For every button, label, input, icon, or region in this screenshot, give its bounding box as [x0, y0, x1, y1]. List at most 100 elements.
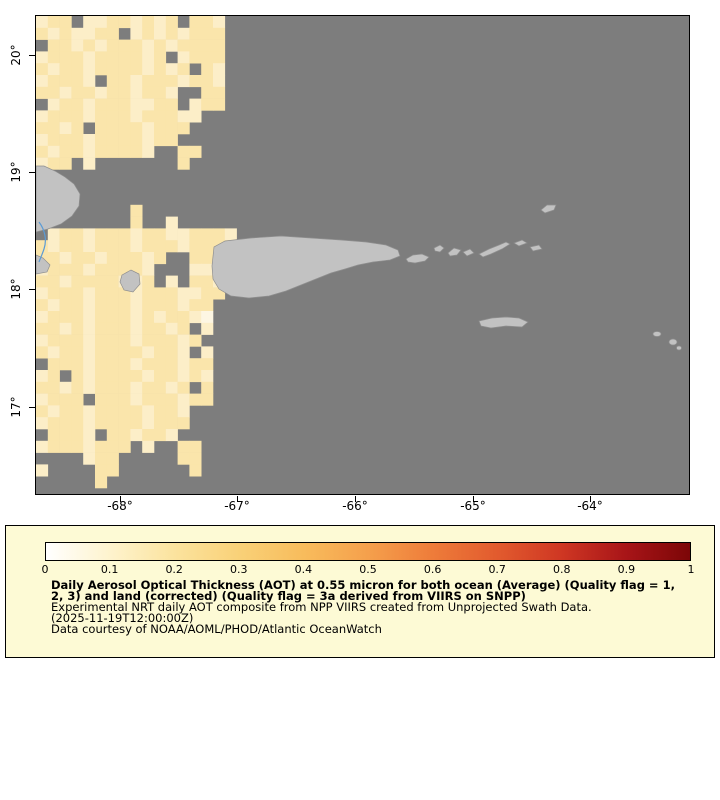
aot-cell	[165, 275, 178, 288]
aot-cell	[118, 440, 131, 453]
aot-cell	[189, 252, 202, 265]
lon-tick-mark	[236, 496, 238, 502]
aot-cell	[59, 122, 72, 135]
aot-cell	[106, 381, 119, 394]
aot-cell	[213, 98, 226, 111]
aot-cell	[59, 287, 72, 300]
small-cay	[529, 244, 543, 252]
aot-cell	[47, 287, 60, 300]
aot-cell	[59, 322, 72, 335]
aot-cell	[154, 299, 167, 312]
aot-cell	[142, 440, 155, 453]
aot-cell	[177, 228, 190, 241]
aot-cell	[177, 157, 190, 170]
aot-cell	[83, 39, 96, 52]
map-panel	[35, 15, 690, 495]
aot-cell	[59, 39, 72, 52]
aot-cell	[95, 405, 108, 418]
aot-cell	[142, 417, 155, 430]
aot-cell	[118, 75, 131, 88]
aot-cell	[154, 63, 167, 76]
aot-colorbar	[45, 542, 691, 561]
aot-cell	[142, 27, 155, 40]
aot-cell	[201, 381, 214, 394]
aot-cell	[154, 110, 167, 123]
aot-cell	[71, 358, 84, 371]
aot-cell	[118, 429, 131, 442]
aot-cell	[36, 51, 49, 64]
aot-cell	[165, 381, 178, 394]
aot-cell	[130, 204, 143, 217]
aot-cell	[95, 393, 108, 406]
aot-cell	[142, 252, 155, 265]
aot-cell	[154, 39, 167, 52]
aot-cell	[71, 252, 84, 265]
colorbar-tick-label: 0.8	[553, 563, 571, 576]
aot-cell	[154, 240, 167, 253]
aot-cell	[106, 417, 119, 430]
aot-cell	[47, 110, 60, 123]
aot-cell	[106, 464, 119, 477]
aot-cell	[59, 157, 72, 170]
aot-cell	[47, 134, 60, 147]
aot-cell	[142, 86, 155, 99]
aot-cell	[71, 145, 84, 158]
aot-cell	[154, 429, 167, 442]
aot-cell	[130, 299, 143, 312]
aot-cell	[95, 122, 108, 135]
aot-cell	[59, 346, 72, 359]
aot-cell	[83, 134, 96, 147]
aot-cell	[83, 417, 96, 430]
aot-cell	[118, 39, 131, 52]
colorbar-tick-label: 0.4	[294, 563, 313, 576]
aot-cell	[154, 287, 167, 300]
leeward-islet	[668, 338, 678, 346]
aot-cell	[36, 16, 49, 29]
aot-cell	[106, 16, 119, 29]
aot-cell	[189, 393, 202, 406]
aot-cell	[189, 110, 202, 123]
aot-cell	[59, 228, 72, 241]
aot-cell	[189, 440, 202, 453]
aot-cell	[201, 75, 214, 88]
aot-cell	[83, 358, 96, 371]
aot-cell	[95, 381, 108, 394]
aot-cell	[142, 145, 155, 158]
aot-cell	[83, 228, 96, 241]
aot-cell	[59, 51, 72, 64]
aot-cell	[118, 228, 131, 241]
leeward-islet	[652, 331, 662, 337]
virgin-islands	[447, 239, 543, 258]
aot-cell	[71, 98, 84, 111]
lat-tick-label: 17°	[9, 396, 23, 418]
aot-cell	[130, 51, 143, 64]
aot-cell	[118, 393, 131, 406]
aot-cell	[142, 122, 155, 135]
aot-cell	[118, 381, 131, 394]
aot-cell	[154, 358, 167, 371]
aot-cell	[165, 405, 178, 418]
aot-cell	[59, 440, 72, 453]
aot-cell	[177, 440, 190, 453]
colorbar-tick-label: 0.6	[423, 563, 442, 576]
aot-cell	[83, 275, 96, 288]
aot-cell	[130, 75, 143, 88]
aot-cell	[165, 346, 178, 359]
aot-cell	[213, 16, 226, 29]
aot-cell	[47, 311, 60, 324]
legend-title-line1: Daily Aerosol Optical Thickness (AOT) at…	[51, 578, 675, 592]
aot-cell	[59, 405, 72, 418]
aot-cell	[130, 27, 143, 40]
aot-cell	[106, 110, 119, 123]
aot-cell	[130, 417, 143, 430]
hispaniola-blue-contour	[38, 221, 46, 263]
aot-cell	[118, 405, 131, 418]
aot-cell	[83, 322, 96, 335]
aot-cell	[213, 27, 226, 40]
aot-cell	[165, 429, 178, 442]
aot-cell	[47, 381, 60, 394]
aot-cell	[95, 16, 108, 29]
aot-cell	[130, 228, 143, 241]
aot-cell	[130, 86, 143, 99]
aot-cell	[95, 228, 108, 241]
